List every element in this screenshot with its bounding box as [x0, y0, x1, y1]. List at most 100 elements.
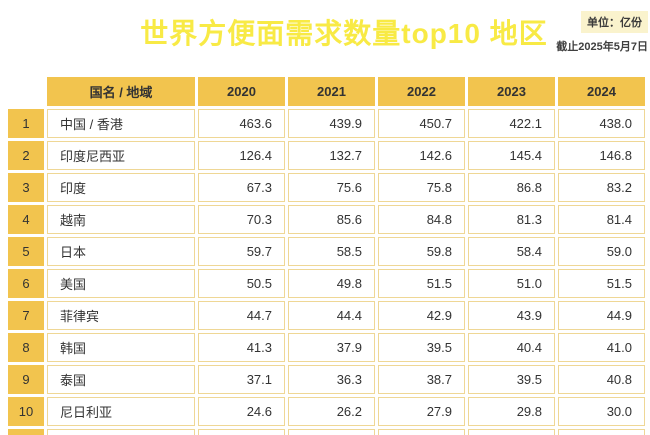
table-row: 3 印度 67.3 75.6 75.8 86.8 83.2	[8, 173, 645, 202]
value-cell: 43.9	[468, 301, 555, 330]
value-cell: 40.4	[468, 333, 555, 362]
value-cell: 463.6	[198, 109, 285, 138]
value-cell: 81.3	[468, 205, 555, 234]
table-header: 国名 / 地域 2020 2021 2022 2023 2024	[8, 77, 645, 106]
column-header-2022: 2022	[378, 77, 465, 106]
value-cell: 58.5	[288, 237, 375, 266]
header-row: 国名 / 地域 2020 2021 2022 2023 2024	[8, 77, 645, 106]
value-cell: 450.7	[378, 109, 465, 138]
clipped-cell	[288, 429, 375, 435]
rank-cell: 6	[8, 269, 44, 298]
table-row: 1 中国 / 香港 463.6 439.9 450.7 422.1 438.0	[8, 109, 645, 138]
value-cell: 44.7	[198, 301, 285, 330]
value-cell: 38.7	[378, 365, 465, 394]
blank-header-cell	[8, 77, 44, 106]
value-cell: 84.8	[378, 205, 465, 234]
clipped-cell	[8, 429, 44, 435]
rank-cell: 7	[8, 301, 44, 330]
value-cell: 30.0	[558, 397, 645, 426]
value-cell: 67.3	[198, 173, 285, 202]
value-cell: 59.8	[378, 237, 465, 266]
value-cell: 51.5	[558, 269, 645, 298]
value-cell: 29.8	[468, 397, 555, 426]
table-row: 10 尼日利亚 24.6 26.2 27.9 29.8 30.0	[8, 397, 645, 426]
value-cell: 39.5	[378, 333, 465, 362]
value-cell: 50.5	[198, 269, 285, 298]
column-header-2024: 2024	[558, 77, 645, 106]
table-row: 9 泰国 37.1 36.3 38.7 39.5 40.8	[8, 365, 645, 394]
rank-cell: 3	[8, 173, 44, 202]
clipped-cell	[558, 429, 645, 435]
region-name-cell: 中国 / 香港	[47, 109, 195, 138]
region-name-cell: 越南	[47, 205, 195, 234]
value-cell: 75.6	[288, 173, 375, 202]
rank-cell: 1	[8, 109, 44, 138]
value-cell: 41.3	[198, 333, 285, 362]
value-cell: 40.8	[558, 365, 645, 394]
value-cell: 439.9	[288, 109, 375, 138]
value-cell: 422.1	[468, 109, 555, 138]
region-name-cell: 韩国	[47, 333, 195, 362]
rank-cell: 4	[8, 205, 44, 234]
clipped-cell	[378, 429, 465, 435]
region-name-cell: 菲律宾	[47, 301, 195, 330]
value-cell: 27.9	[378, 397, 465, 426]
table-row: 2 印度尼西亚 126.4 132.7 142.6 145.4 146.8	[8, 141, 645, 170]
value-cell: 51.5	[378, 269, 465, 298]
value-cell: 85.6	[288, 205, 375, 234]
value-cell: 39.5	[468, 365, 555, 394]
meta-block: 单位：亿份 截止2025年5月7日	[556, 11, 648, 54]
value-cell: 86.8	[468, 173, 555, 202]
value-cell: 36.3	[288, 365, 375, 394]
value-cell: 51.0	[468, 269, 555, 298]
value-cell: 42.9	[378, 301, 465, 330]
value-cell: 70.3	[198, 205, 285, 234]
clipped-cell	[468, 429, 555, 435]
rank-cell: 5	[8, 237, 44, 266]
table-row: 7 菲律宾 44.7 44.4 42.9 43.9 44.9	[8, 301, 645, 330]
region-name-cell: 印度	[47, 173, 195, 202]
value-cell: 83.2	[558, 173, 645, 202]
column-header-2020: 2020	[198, 77, 285, 106]
value-cell: 59.7	[198, 237, 285, 266]
value-cell: 44.9	[558, 301, 645, 330]
value-cell: 26.2	[288, 397, 375, 426]
value-cell: 81.4	[558, 205, 645, 234]
table-row: 4 越南 70.3 85.6 84.8 81.3 81.4	[8, 205, 645, 234]
value-cell: 75.8	[378, 173, 465, 202]
region-name-cell: 泰国	[47, 365, 195, 394]
value-cell: 24.6	[198, 397, 285, 426]
clipped-cell	[198, 429, 285, 435]
table-body: 1 中国 / 香港 463.6 439.9 450.7 422.1 438.0 2 印度尼西亚 1…	[8, 109, 645, 435]
noodle-demand-table: 国名 / 地域 2020 2021 2022 2023 2024 1 中国 / 香…	[5, 74, 648, 435]
table-row: 5 日本 59.7 58.5 59.8 58.4 59.0	[8, 237, 645, 266]
column-header-region: 国名 / 地域	[47, 77, 195, 106]
value-cell: 142.6	[378, 141, 465, 170]
value-cell: 41.0	[558, 333, 645, 362]
region-name-cell: 日本	[47, 237, 195, 266]
value-cell: 59.0	[558, 237, 645, 266]
table-row: 6 美国 50.5 49.8 51.5 51.0 51.5	[8, 269, 645, 298]
rank-cell: 8	[8, 333, 44, 362]
value-cell: 37.9	[288, 333, 375, 362]
rank-cell: 10	[8, 397, 44, 426]
clipped-cell	[47, 429, 195, 435]
region-name-cell: 尼日利亚	[47, 397, 195, 426]
value-cell: 44.4	[288, 301, 375, 330]
column-header-2021: 2021	[288, 77, 375, 106]
unit-badge: 单位：亿份	[581, 11, 648, 33]
value-cell: 146.8	[558, 141, 645, 170]
value-cell: 37.1	[198, 365, 285, 394]
column-header-2023: 2023	[468, 77, 555, 106]
value-cell: 126.4	[198, 141, 285, 170]
rank-cell: 9	[8, 365, 44, 394]
value-cell: 438.0	[558, 109, 645, 138]
rank-cell: 2	[8, 141, 44, 170]
value-cell: 132.7	[288, 141, 375, 170]
clipped-row	[8, 429, 645, 435]
region-name-cell: 美国	[47, 269, 195, 298]
value-cell: 145.4	[468, 141, 555, 170]
page-title: 世界方便面需求数量top10 地区	[140, 18, 548, 49]
region-name-cell: 印度尼西亚	[47, 141, 195, 170]
